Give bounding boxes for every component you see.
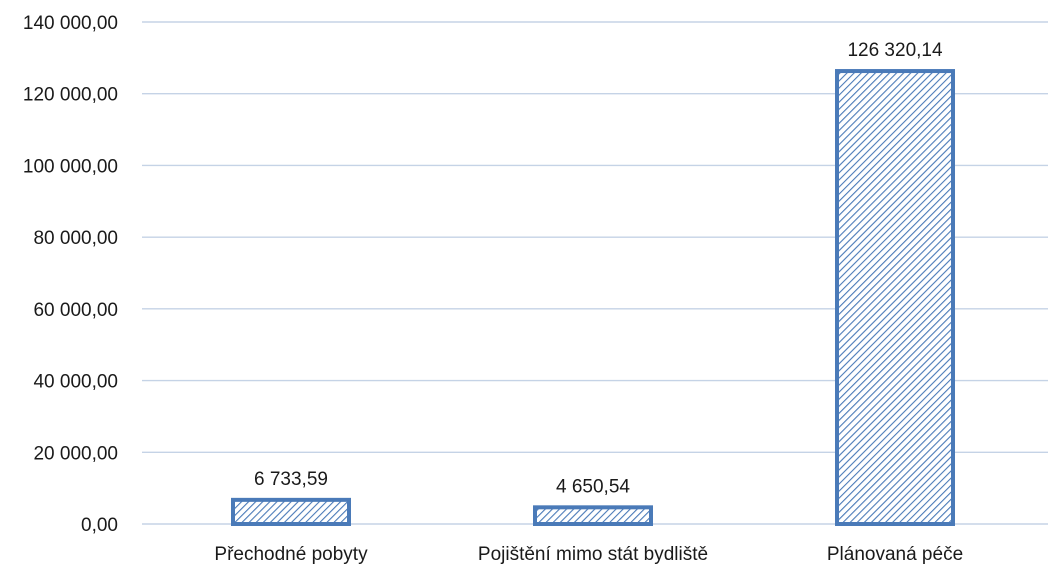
- bar-3: [835, 69, 955, 527]
- gridlines: [142, 21, 1048, 525]
- y-tick-label: 0,00: [81, 515, 118, 536]
- bar-1: [231, 497, 351, 526]
- x-category-label: Pojištění mimo stát bydliště: [478, 544, 708, 564]
- y-tick-label: 60 000,00: [33, 300, 118, 321]
- x-category-label: Přechodné pobyty: [214, 544, 368, 564]
- y-tick-label: 40 000,00: [33, 372, 118, 393]
- y-tick-label: 120 000,00: [23, 85, 118, 106]
- y-axis-tick-labels: 0,00 20 000,00 40 000,00 60 000,00 80 000,00…: [23, 13, 118, 536]
- data-label: 4 650,54: [556, 476, 630, 497]
- bar-2: [533, 505, 653, 527]
- y-tick-label: 80 000,00: [33, 228, 118, 249]
- data-label: 126 320,14: [847, 40, 943, 61]
- data-label: 6 733,59: [254, 469, 328, 490]
- x-axis-category-labels: Přechodné pobyty Pojištění mimo stát bydl…: [214, 544, 963, 565]
- data-labels: 6 733,59 4 650,54 126 320,14: [254, 40, 943, 497]
- x-category-label: Plánovaná péče: [827, 544, 963, 564]
- bars: [231, 69, 955, 527]
- y-tick-label: 100 000,00: [23, 156, 118, 177]
- y-tick-label: 140 000,00: [23, 13, 118, 34]
- y-tick-label: 20 000,00: [33, 443, 118, 464]
